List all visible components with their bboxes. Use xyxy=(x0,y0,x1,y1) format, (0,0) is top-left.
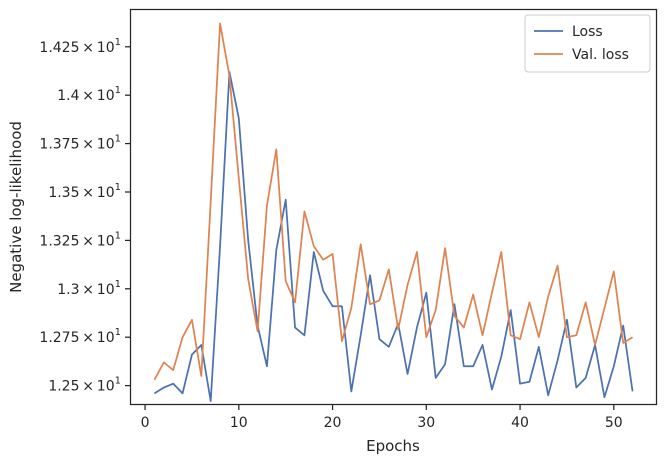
y-tick-label: 1.4 × 101 xyxy=(57,85,121,104)
legend-label: Val. loss xyxy=(572,47,629,63)
x-axis-label: Epochs xyxy=(366,437,420,455)
axes-frame xyxy=(129,8,658,406)
x-tick-label: 50 xyxy=(605,415,623,431)
x-axis: 0 10 20 30 40 50 xyxy=(141,404,623,431)
y-tick-label: 1.425 × 101 xyxy=(39,37,121,56)
series-line-loss xyxy=(153,71,634,402)
y-tick-label: 1.275 × 101 xyxy=(39,327,121,346)
y-tick-label: 1.375 × 101 xyxy=(39,134,121,153)
plot-area xyxy=(153,22,634,402)
y-axis-label: Negative log-likelihood xyxy=(7,121,25,293)
x-tick-label: 0 xyxy=(141,415,150,431)
y-axis: 1.25 × 101 1.275 × 101 1.3 × 101 1.325 × 10… xyxy=(39,37,131,395)
y-tick-label: 1.3 × 101 xyxy=(57,279,121,298)
legend-box xyxy=(524,14,651,73)
x-tick-label: 30 xyxy=(417,415,435,431)
y-tick-label: 1.325 × 101 xyxy=(39,230,121,249)
x-tick-label: 10 xyxy=(230,415,248,431)
legend-label: Loss xyxy=(572,24,603,40)
x-tick-label: 40 xyxy=(511,415,529,431)
series-line-val-loss xyxy=(153,22,634,381)
y-tick-label: 1.25 × 101 xyxy=(48,376,121,395)
legend: Loss Val. loss xyxy=(524,14,651,73)
x-tick-label: 20 xyxy=(324,415,342,431)
y-tick-label: 1.35 × 101 xyxy=(48,182,121,201)
